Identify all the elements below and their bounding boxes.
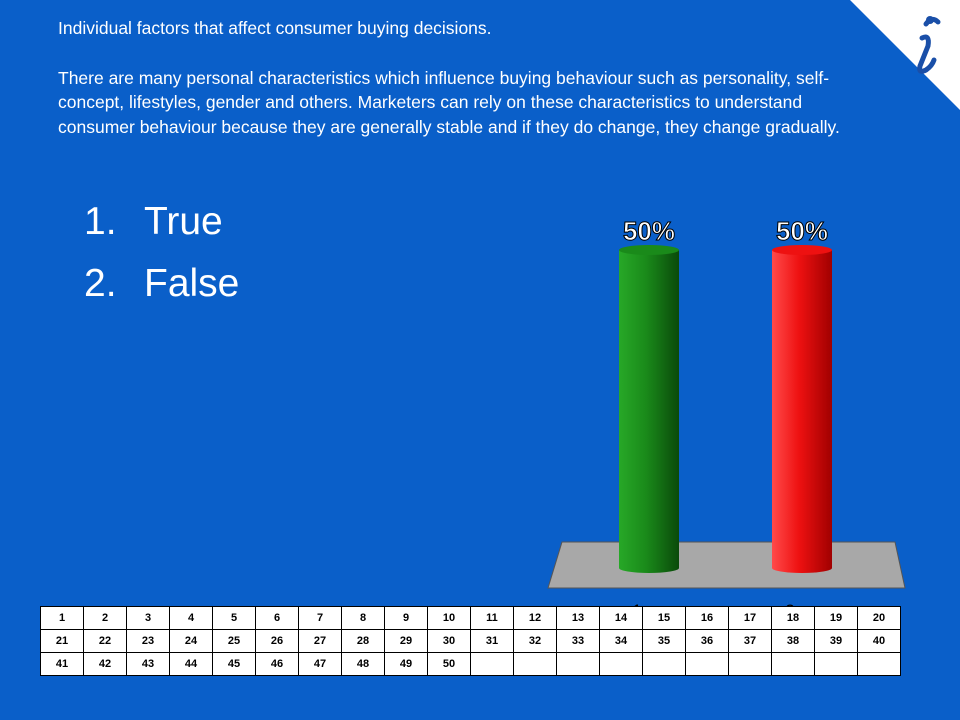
responder-cell: 4 [169, 606, 213, 630]
responder-cell [642, 652, 686, 676]
answer-number: 1. [84, 200, 117, 243]
responder-cell: 34 [599, 629, 643, 653]
responder-cell: 41 [40, 652, 84, 676]
responder-cell: 8 [341, 606, 385, 630]
responder-cell: 36 [685, 629, 729, 653]
bar-value-label: 50% [776, 216, 828, 246]
responder-cell: 43 [126, 652, 170, 676]
responder-cell: 42 [83, 652, 127, 676]
responder-cell: 24 [169, 629, 213, 653]
answer-option-1[interactable]: 1. True [84, 196, 239, 258]
responder-cell: 6 [255, 606, 299, 630]
responder-cell [857, 652, 901, 676]
responder-cell: 22 [83, 629, 127, 653]
responder-cell: 29 [384, 629, 428, 653]
responder-cell: 12 [513, 606, 557, 630]
responder-cell: 13 [556, 606, 600, 630]
responder-cell: 1 [40, 606, 84, 630]
bar-cap-2 [772, 245, 832, 255]
responder-cell: 15 [642, 606, 686, 630]
responder-cell: 7 [298, 606, 342, 630]
bar-1 [619, 250, 679, 568]
bar-cap-1 [619, 245, 679, 255]
responder-cell: 3 [126, 606, 170, 630]
responder-cell: 28 [341, 629, 385, 653]
responder-cell [728, 652, 772, 676]
responder-cell: 5 [212, 606, 256, 630]
answer-list: 1. True 2. False [84, 196, 239, 320]
bar-2 [772, 250, 832, 568]
responder-cell: 44 [169, 652, 213, 676]
responder-cell: 20 [857, 606, 901, 630]
responder-cell: 50 [427, 652, 471, 676]
responder-cell: 19 [814, 606, 858, 630]
responder-grid: 1 2 3 4 5 6 7 8 9 10 11 12 13 14 15 16 17 18 19 20 21 22 23 24 2… [40, 606, 901, 676]
responder-cell: 48 [341, 652, 385, 676]
responder-cell: 33 [556, 629, 600, 653]
responder-cell: 21 [40, 629, 84, 653]
responder-cell: 46 [255, 652, 299, 676]
responder-cell [470, 652, 514, 676]
responder-cell: 10 [427, 606, 471, 630]
responder-cell: 31 [470, 629, 514, 653]
responder-cell: 49 [384, 652, 428, 676]
responder-cell [814, 652, 858, 676]
responder-cell: 30 [427, 629, 471, 653]
bar-value-label: 50% [623, 216, 675, 246]
answer-number: 2. [84, 262, 117, 305]
responder-cell: 23 [126, 629, 170, 653]
responder-cell: 39 [814, 629, 858, 653]
answer-label: False [144, 262, 240, 305]
answer-label: True [144, 200, 223, 243]
bar-base-1 [619, 563, 679, 573]
responder-cell [513, 652, 557, 676]
responder-row: 41 42 43 44 45 46 47 48 49 50 [40, 652, 901, 676]
question-text: Individual factors that affect consumer … [58, 16, 848, 139]
responder-cell [685, 652, 729, 676]
responder-cell: 16 [685, 606, 729, 630]
question-statement: There are many personal characteristics … [58, 67, 840, 137]
responder-cell: 40 [857, 629, 901, 653]
responder-cell [556, 652, 600, 676]
clicker-i-logo-icon [850, 0, 960, 110]
responder-cell [599, 652, 643, 676]
responder-row: 1 2 3 4 5 6 7 8 9 10 11 12 13 14 15 16 17 18 19 20 [40, 606, 901, 630]
responder-cell: 35 [642, 629, 686, 653]
chart-floor [547, 541, 906, 589]
results-bar-chart: 50%150%2 [547, 216, 906, 620]
responder-cell: 47 [298, 652, 342, 676]
bar-base-2 [772, 563, 832, 573]
responder-cell: 9 [384, 606, 428, 630]
responder-cell: 27 [298, 629, 342, 653]
responder-cell: 26 [255, 629, 299, 653]
responder-row: 21 22 23 24 25 26 27 28 29 30 31 32 33 34 35 36 37 38 39 40 [40, 629, 901, 653]
responder-cell: 38 [771, 629, 815, 653]
responder-cell: 11 [470, 606, 514, 630]
responder-cell: 14 [599, 606, 643, 630]
responder-cell: 18 [771, 606, 815, 630]
responder-cell: 45 [212, 652, 256, 676]
responder-cell: 17 [728, 606, 772, 630]
responder-cell: 2 [83, 606, 127, 630]
question-title: Individual factors that affect consumer … [58, 18, 492, 38]
responder-cell: 37 [728, 629, 772, 653]
responder-cell: 25 [212, 629, 256, 653]
responder-cell: 32 [513, 629, 557, 653]
responder-cell [771, 652, 815, 676]
answer-option-2[interactable]: 2. False [84, 258, 239, 320]
